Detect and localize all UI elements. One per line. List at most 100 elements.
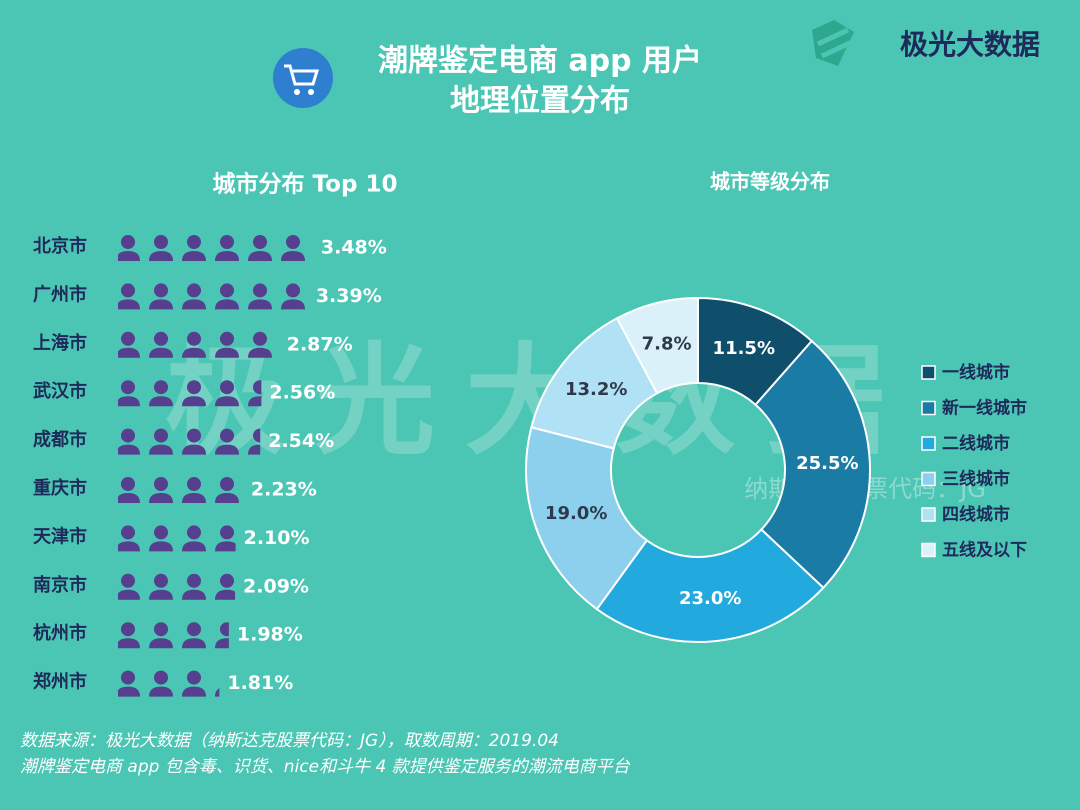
value-label: 2.09% — [243, 575, 309, 597]
person-head — [121, 477, 135, 491]
person-body — [215, 251, 239, 261]
person-body — [182, 444, 206, 455]
value-label: 2.56% — [269, 382, 335, 404]
value-label: 2.10% — [244, 527, 310, 549]
category-label: 重庆市 — [33, 477, 87, 499]
person-body — [182, 347, 206, 358]
person-body — [118, 541, 140, 552]
legend-label: 新一线城市 — [942, 398, 1027, 419]
person-head — [154, 380, 168, 395]
person-body — [118, 396, 140, 407]
cart-wheel — [294, 89, 300, 95]
person-head — [121, 573, 135, 588]
person-head — [253, 380, 262, 395]
person-head — [220, 428, 234, 443]
donut-slice — [525, 426, 649, 611]
person-body — [182, 686, 206, 697]
person-head — [154, 622, 168, 637]
person-head — [253, 428, 261, 443]
person-body — [215, 493, 239, 503]
person-head — [154, 525, 168, 540]
person-body — [215, 589, 236, 600]
footnote: 数据来源：极光大数据（纳斯达克股票代码：JG），取数周期：2019.04 — [20, 731, 559, 751]
person-head — [187, 331, 201, 346]
person-body — [149, 493, 173, 503]
category-label: 郑州市 — [33, 671, 87, 693]
legend-label: 三线城市 — [942, 469, 1010, 490]
person-head — [253, 283, 267, 298]
legend-swatch — [921, 471, 936, 487]
category-label: 北京市 — [33, 235, 87, 257]
header-icon — [273, 48, 333, 108]
pictogram-bar — [118, 477, 239, 503]
person-body — [215, 638, 229, 649]
person-head — [187, 380, 201, 395]
person-body — [118, 638, 140, 649]
slice-label: 7.8% — [642, 333, 692, 354]
person-head — [154, 283, 168, 298]
person-body — [182, 251, 206, 261]
person-body — [182, 493, 206, 503]
person-body — [215, 688, 220, 697]
person-head — [187, 670, 201, 685]
person-body — [182, 589, 206, 600]
person-head — [220, 283, 234, 298]
person-head — [220, 380, 234, 395]
value-label: 2.87% — [287, 333, 353, 355]
person-head — [121, 235, 135, 249]
legend-label: 四线城市 — [942, 504, 1010, 525]
person-body — [182, 299, 206, 310]
person-head — [121, 525, 135, 540]
person-body — [215, 444, 239, 455]
person-body — [118, 444, 140, 455]
value-label: 2.54% — [268, 430, 334, 452]
title: 地理位置分布 — [450, 84, 630, 119]
person-body — [248, 347, 272, 358]
person-body — [248, 444, 261, 455]
pictogram-bar — [118, 525, 236, 552]
person-body — [149, 686, 173, 697]
value-label: 1.98% — [237, 624, 303, 646]
person-head — [154, 331, 168, 346]
person-head — [121, 428, 135, 443]
person-head — [154, 573, 168, 588]
slice-label: 11.5% — [713, 338, 775, 359]
person-head — [121, 331, 135, 346]
footnote: 潮牌鉴定电商 app 包含毒、识货、nice和斗牛 4 款提供鉴定服务的潮流电商… — [20, 757, 631, 777]
person-body — [149, 444, 173, 455]
donut-slice — [595, 528, 825, 643]
person-body — [118, 299, 140, 310]
value-label: 1.81% — [227, 672, 293, 694]
legend-swatch — [921, 507, 936, 522]
person-body — [215, 396, 239, 407]
donut-slice — [754, 339, 871, 590]
person-head — [187, 477, 201, 491]
pictogram-bar — [118, 380, 262, 407]
pictogram-bar — [118, 622, 229, 649]
category-label: 杭州市 — [33, 622, 87, 644]
person-head — [220, 525, 234, 540]
pictogram-bar — [118, 283, 305, 310]
person-head — [154, 235, 168, 249]
person-body — [182, 638, 206, 649]
pictogram-bar — [118, 331, 272, 358]
person-body — [182, 541, 206, 552]
person-head — [220, 622, 229, 637]
person-head — [220, 573, 234, 588]
legend-swatch — [921, 542, 936, 558]
person-head — [187, 622, 201, 637]
person-body — [248, 299, 272, 310]
value-label: 3.48% — [321, 237, 387, 259]
category-label: 成都市 — [33, 429, 87, 451]
person-body — [149, 396, 173, 407]
donut-slice — [615, 296, 699, 395]
person-head — [187, 428, 201, 443]
category-label: 天津市 — [33, 525, 87, 547]
person-head — [121, 670, 135, 685]
person-head — [154, 477, 168, 491]
brand: 极光大数据 — [900, 28, 1040, 61]
pictogram-bar — [118, 573, 236, 600]
person-body — [118, 493, 140, 503]
legend-label: 二线城市 — [942, 433, 1010, 454]
